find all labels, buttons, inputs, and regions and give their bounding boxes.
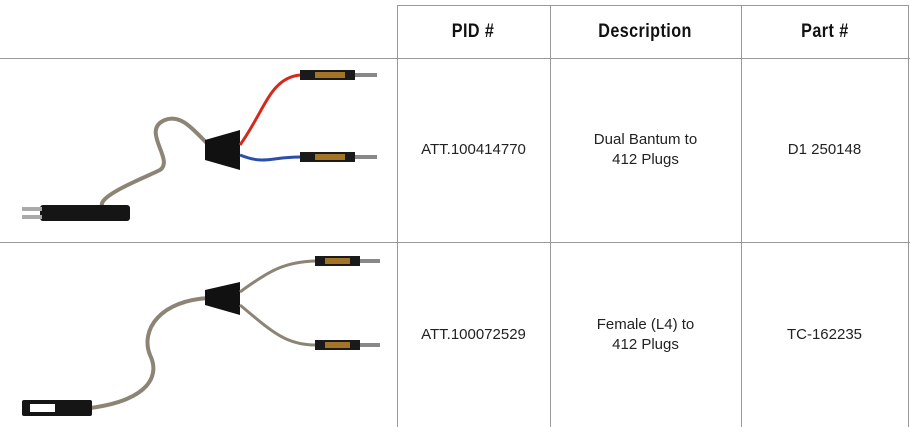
part: TC-162235 bbox=[786, 325, 863, 343]
pid: ATT.100072529 bbox=[421, 325, 526, 343]
part-cell: TC-162235 bbox=[741, 242, 908, 427]
header-cell: PID # bbox=[397, 5, 550, 58]
table-border bbox=[741, 5, 742, 427]
cable-image-1 bbox=[22, 70, 377, 221]
part-cell: D1 250148 bbox=[741, 58, 908, 242]
header-cell: Description bbox=[550, 5, 741, 58]
header-text: PID # bbox=[452, 20, 495, 42]
header-text: Description bbox=[598, 20, 693, 42]
pid-cell: ATT.100072529 bbox=[397, 242, 550, 427]
part: D1 250148 bbox=[787, 141, 862, 158]
pid-cell: ATT.100414770 bbox=[397, 58, 550, 242]
cable-image-2 bbox=[22, 256, 380, 416]
table-border bbox=[397, 5, 398, 427]
cable-images bbox=[22, 70, 380, 416]
description-line: 412 Plugs bbox=[612, 151, 679, 168]
description-cell: Female (L4) to 412 Plugs bbox=[550, 242, 741, 427]
header-text: Part # bbox=[800, 20, 849, 42]
description-line: 412 Plugs bbox=[612, 335, 679, 353]
description-line: Dual Bantum to bbox=[593, 131, 698, 148]
table-border bbox=[0, 242, 910, 243]
table-border bbox=[0, 58, 910, 59]
table-border bbox=[397, 5, 909, 6]
description-line: Female (L4) to bbox=[596, 315, 695, 333]
header-cell: Part # bbox=[741, 5, 908, 58]
description-cell: Dual Bantum to 412 Plugs bbox=[550, 58, 741, 242]
table-border bbox=[908, 5, 909, 427]
table-border bbox=[550, 5, 551, 427]
pid: ATT.100414770 bbox=[421, 141, 526, 158]
